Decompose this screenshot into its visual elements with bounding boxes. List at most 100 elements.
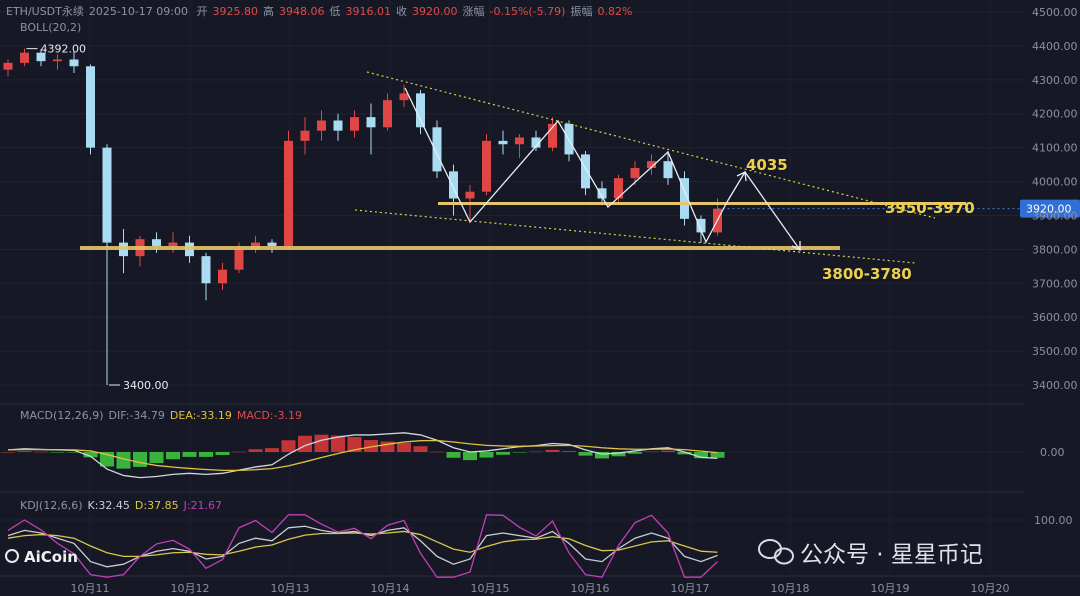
candle-body	[680, 178, 689, 219]
candle-body	[102, 147, 112, 243]
macd-bar	[215, 452, 230, 455]
x-tick-label: 10月20	[971, 582, 1010, 595]
macd-bar	[199, 452, 213, 457]
macd-bar	[380, 441, 395, 452]
text-layer: 4500.00 4400.00 4300.00 4200.00 4100.00 4000.…	[24, 6, 1078, 595]
candle-body	[86, 66, 95, 148]
candle-body	[465, 191, 475, 199]
candle-body	[284, 140, 293, 246]
candle-body	[317, 120, 326, 131]
field-value: 0.82%	[597, 5, 633, 18]
annotation: 3950-3970	[885, 199, 975, 217]
y-tick-label: 3800.00	[1032, 243, 1078, 256]
x-tick-label: 10月17	[671, 582, 710, 595]
field-value: 3925.80	[212, 5, 259, 18]
x-tick-label: 10月16	[571, 582, 610, 595]
level-band	[80, 246, 840, 250]
macd-bar	[529, 451, 543, 453]
candle-body	[53, 59, 62, 62]
macd-bar	[232, 451, 246, 453]
marks-layer	[1, 48, 1080, 578]
high-marker: 4392.00	[41, 43, 87, 56]
macd-bar	[265, 448, 279, 452]
macd-bar	[661, 450, 675, 452]
field-name: 高	[263, 5, 274, 18]
macd-bar	[496, 452, 510, 455]
field-name: 收	[396, 5, 407, 18]
watermark-logo: AiCoin	[24, 548, 78, 566]
macd-bar	[545, 449, 560, 452]
x-tick-label: 10月14	[371, 582, 410, 595]
x-tick-label: 10月11	[71, 582, 110, 595]
macd-bar	[182, 452, 197, 457]
indicator-line	[7, 439, 718, 471]
macd-bar	[149, 452, 164, 464]
y-tick-label: 0.00	[1040, 446, 1065, 459]
candle-body	[69, 59, 79, 67]
macd-bar	[446, 452, 461, 458]
aicoin-logo	[5, 549, 19, 563]
candle-body	[647, 161, 656, 168]
y-tick-label: 4000.00	[1032, 176, 1078, 189]
macd-bar	[694, 452, 708, 459]
indicator: BOLL(20,2)	[20, 21, 82, 34]
macd-bar	[166, 452, 180, 460]
candle-body	[234, 249, 244, 270]
field-name: 低	[329, 5, 341, 18]
macd-bar	[83, 452, 98, 458]
legend-entry: K:32.45	[87, 499, 130, 512]
y-tick-label: 4500.00	[1032, 6, 1078, 19]
candle-body	[581, 154, 590, 189]
macd-bar	[578, 452, 593, 456]
macd-bar	[595, 452, 609, 459]
macd-bar	[248, 449, 263, 452]
field-value: 3920.00	[412, 5, 458, 18]
macd-bar	[1, 452, 15, 453]
candle-body	[383, 100, 392, 128]
y-tick-label: 3500.00	[1032, 345, 1078, 358]
candle-body	[20, 52, 29, 63]
candle-body	[251, 242, 260, 250]
legend-entry: D:37.85	[134, 499, 179, 512]
candle-body	[3, 62, 13, 70]
field-value: 3916.01	[345, 5, 392, 18]
y-tick-label: 4400.00	[1032, 40, 1078, 53]
macd-bar	[512, 452, 527, 453]
y-tick-label: 3600.00	[1032, 311, 1078, 324]
candle-body	[168, 242, 178, 246]
legend-entry: MACD:-3.19	[236, 409, 302, 422]
macd-bar	[463, 452, 477, 461]
field-name: 振幅	[570, 5, 593, 18]
candle-body	[482, 140, 491, 192]
candle-body	[218, 269, 227, 284]
legend-entry: J:21.67	[183, 499, 223, 512]
candle-body	[300, 130, 310, 141]
candle-body	[201, 256, 211, 284]
macd-bar	[331, 435, 345, 452]
annotation: 3800-3780	[822, 265, 912, 283]
x-tick-label: 10月13	[271, 582, 310, 595]
macd-bar	[281, 440, 296, 452]
candle-body	[515, 137, 524, 145]
arrow-head	[791, 241, 801, 252]
macd-bar	[397, 442, 411, 452]
low-marker: 3400.00	[123, 379, 169, 392]
watermark-account: 公众号 · 星星币记	[800, 542, 983, 568]
candle-body	[696, 218, 706, 233]
candle-body	[663, 161, 673, 179]
ohlc-header: ETH/USDT永续 2025-10-17 09:00 开 3925.80 高 3948…	[6, 3, 637, 19]
macd-bar	[479, 452, 494, 458]
macd-bar	[17, 451, 32, 452]
arrow-head	[736, 171, 747, 182]
y-tick-label: 3700.00	[1032, 277, 1078, 290]
macd-bar	[347, 437, 362, 452]
annotation: 4035	[746, 156, 788, 174]
candle-body	[366, 117, 376, 128]
trend-line	[354, 209, 916, 264]
time: 2025-10-17 09:00	[88, 5, 188, 18]
candle-body	[614, 178, 623, 199]
x-tick-label: 10月12	[171, 582, 210, 595]
kdj-header: KDJ(12,6,6) K:32.45 D:37.85 J:21.67	[6, 499, 227, 512]
macd-bar	[314, 434, 329, 452]
macd-bar	[50, 452, 65, 453]
